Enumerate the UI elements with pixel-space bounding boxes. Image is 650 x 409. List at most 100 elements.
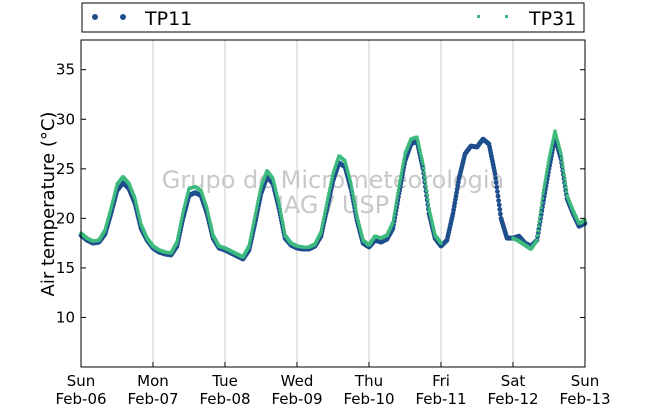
x-tick-label-date: Feb-07 [127, 390, 178, 408]
data-point [549, 148, 553, 153]
data-point [114, 187, 118, 192]
data-point [558, 147, 562, 151]
data-point [562, 173, 566, 177]
data-point [282, 230, 286, 234]
data-point [540, 196, 544, 200]
data-point [351, 191, 355, 196]
data-point [249, 235, 253, 239]
data-point [138, 217, 142, 221]
data-point [207, 214, 211, 219]
data-point [105, 222, 109, 226]
data-point [358, 226, 362, 230]
data-point [275, 194, 279, 198]
y-tick-label: 20 [56, 209, 75, 227]
data-point [107, 213, 111, 217]
data-point [496, 202, 502, 208]
data-point [210, 228, 214, 232]
data-point [113, 192, 117, 196]
data-point [416, 140, 420, 145]
data-point [112, 194, 116, 199]
data-point [321, 221, 325, 225]
data-point [353, 201, 357, 205]
data-point [330, 177, 334, 182]
data-point [428, 209, 432, 213]
data-point [275, 191, 279, 196]
x-tick-label-date: Feb-10 [343, 390, 394, 408]
data-point [536, 233, 540, 238]
y-axis-label: Air temperature (°C) [38, 112, 59, 297]
data-point [206, 209, 210, 213]
data-point [137, 214, 141, 219]
data-point [329, 183, 333, 187]
data-point [110, 202, 114, 206]
watermark-line-2: IAG / USP [277, 191, 389, 219]
data-point [254, 211, 258, 216]
data-point [535, 238, 539, 242]
data-point [397, 185, 401, 189]
data-point [280, 217, 284, 221]
data-point [498, 211, 503, 217]
data-point [396, 188, 400, 192]
legend: TP11 TP31 [81, 2, 585, 33]
data-point [201, 196, 205, 200]
data-point [357, 221, 361, 226]
data-point [326, 195, 330, 199]
data-point [185, 196, 189, 200]
data-point [398, 178, 402, 182]
x-tick-label-day: Fri [432, 372, 450, 390]
legend-box [81, 2, 585, 33]
data-point [133, 196, 137, 201]
data-point [352, 198, 356, 202]
data-point [394, 202, 398, 207]
data-point [354, 208, 358, 212]
data-point [564, 185, 568, 189]
x-tick-label-day: Sun [67, 372, 96, 390]
data-point [256, 199, 260, 204]
data-point [418, 148, 422, 153]
data-point [180, 213, 184, 217]
data-point [251, 223, 255, 227]
data-point [209, 222, 213, 227]
data-point [542, 188, 546, 192]
data-point [544, 174, 548, 178]
data-point [346, 170, 350, 174]
data-point [494, 184, 500, 190]
data-point [182, 208, 186, 212]
data-point [207, 217, 211, 221]
data-point [135, 207, 139, 211]
data-point [541, 191, 545, 196]
x-tick-label-day: Sat [501, 372, 526, 390]
data-point [355, 214, 359, 218]
gridlines [152, 40, 514, 367]
data-point [348, 177, 352, 181]
data-point [424, 184, 428, 188]
data-point [558, 150, 562, 154]
data-point [356, 219, 360, 223]
data-point [423, 180, 427, 184]
data-point [272, 179, 276, 183]
data-point [106, 217, 110, 221]
data-point [402, 155, 406, 159]
data-point [177, 228, 181, 232]
data-point [113, 190, 117, 194]
data-point [545, 171, 549, 175]
legend-marker-tp31 [477, 15, 480, 18]
data-point [183, 203, 187, 207]
data-point [272, 182, 276, 186]
data-point [335, 161, 339, 165]
data-point [248, 241, 252, 245]
legend-marker-tp11 [120, 14, 126, 20]
legend-marker-tp31 [505, 15, 508, 18]
data-point [273, 184, 277, 188]
data-point [417, 143, 421, 147]
data-point [560, 156, 564, 160]
data-point [420, 156, 424, 161]
data-point [399, 175, 403, 179]
data-point [203, 201, 207, 205]
data-point [254, 208, 258, 213]
data-point [432, 230, 436, 235]
data-point [134, 199, 138, 203]
data-point [210, 230, 214, 235]
data-point [416, 138, 420, 142]
x-tick-label-day: Wed [281, 372, 314, 390]
